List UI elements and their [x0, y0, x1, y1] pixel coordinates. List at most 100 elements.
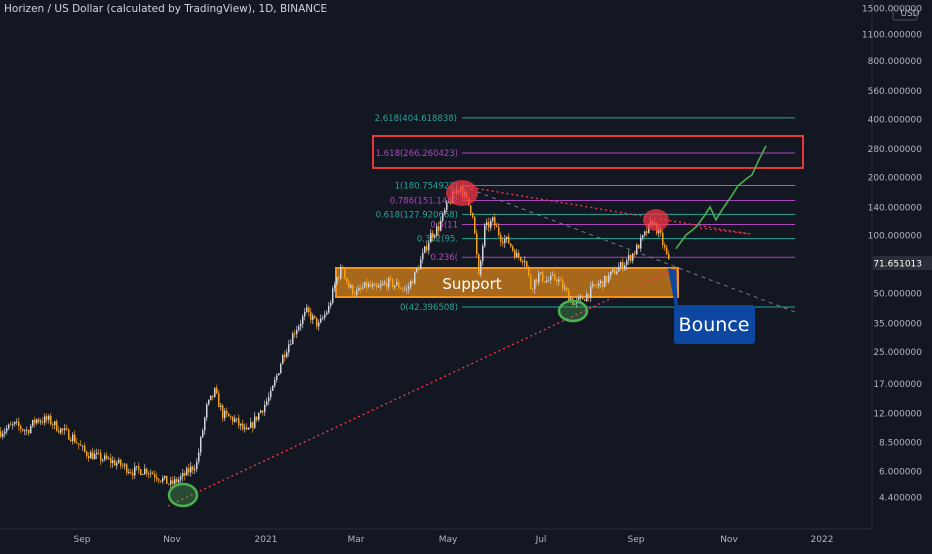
candle — [606, 275, 608, 285]
candle-body — [542, 272, 544, 282]
candle-body — [266, 401, 268, 405]
candle-body — [102, 459, 104, 461]
candle — [284, 350, 286, 362]
candle-body — [136, 466, 138, 467]
candle — [176, 477, 178, 485]
candle-body — [238, 418, 240, 426]
candle — [206, 402, 208, 422]
candle-body — [184, 473, 186, 476]
candle — [486, 218, 488, 231]
candle-body — [304, 311, 306, 317]
candle — [562, 275, 564, 293]
candle-body — [546, 280, 548, 283]
candle — [200, 435, 202, 457]
candle-body — [428, 242, 430, 251]
candle — [234, 414, 236, 423]
candle — [360, 284, 362, 294]
candle-body — [396, 282, 398, 286]
candle — [622, 257, 624, 273]
candle-body — [78, 443, 80, 445]
candle-body — [544, 281, 546, 283]
candle-body — [592, 284, 594, 287]
candle-body — [188, 468, 190, 473]
candle-body — [10, 424, 12, 426]
candle-body — [224, 410, 226, 419]
x-tick-label: May — [439, 535, 458, 545]
candle — [226, 407, 228, 418]
candle — [400, 286, 402, 290]
candle-body — [272, 385, 274, 391]
candle — [42, 416, 44, 425]
candle — [144, 464, 146, 476]
candle-body — [218, 393, 220, 408]
candle — [38, 417, 40, 424]
candle-body — [644, 231, 646, 236]
candle-body — [664, 244, 666, 248]
fib-level-label: 0(42.396508) — [400, 303, 458, 313]
candle-body — [48, 415, 50, 420]
candle-body — [108, 458, 110, 460]
candle — [614, 266, 616, 275]
candle — [240, 423, 242, 431]
candle — [128, 468, 130, 475]
candle-body — [24, 430, 26, 432]
candle-body — [590, 286, 592, 298]
candle-body — [280, 364, 282, 374]
candle — [354, 290, 356, 298]
candle — [540, 271, 542, 275]
candle — [68, 428, 70, 441]
fib-level-label: 1.618(266.260423) — [376, 149, 458, 159]
candle — [388, 276, 390, 291]
candle-body — [540, 272, 542, 274]
candle — [236, 418, 238, 423]
y-tick-label: 800.000000 — [868, 57, 923, 67]
candle-body — [138, 466, 140, 470]
candle-body — [74, 434, 76, 443]
candle-body — [556, 279, 558, 282]
y-tick-label: 140.000000 — [868, 203, 923, 213]
candle — [0, 427, 2, 439]
y-tick-label: 25.000000 — [873, 348, 922, 358]
candle-body — [88, 455, 90, 459]
y-tick-label: 400.000000 — [868, 115, 923, 125]
candle — [230, 415, 232, 421]
candle — [564, 283, 566, 291]
candle-body — [282, 354, 284, 365]
candle-body — [124, 464, 126, 466]
candle-body — [610, 271, 612, 276]
candle — [436, 223, 438, 239]
candle-body — [22, 429, 24, 431]
candle — [664, 242, 666, 251]
candle — [584, 298, 586, 302]
fib-level-label: 0.236( — [430, 253, 458, 263]
candle — [628, 250, 630, 265]
candle-body — [240, 423, 242, 426]
candle-body — [580, 296, 582, 298]
candle — [16, 418, 18, 426]
candle — [620, 260, 622, 271]
candle-body — [12, 424, 14, 425]
candle-body — [442, 213, 444, 221]
candle-body — [156, 477, 158, 480]
candle — [222, 403, 224, 422]
candle — [428, 239, 430, 255]
candle-body — [208, 399, 210, 405]
candle — [102, 458, 104, 463]
candle-body — [604, 276, 606, 287]
candle-body — [166, 475, 168, 484]
candle-body — [356, 290, 358, 295]
candle — [142, 473, 144, 476]
candle — [84, 442, 86, 453]
candle — [286, 348, 288, 359]
candle-body — [366, 281, 368, 288]
candle — [610, 271, 612, 280]
candle — [266, 397, 268, 407]
candle — [188, 463, 190, 477]
candle-body — [72, 434, 74, 441]
candle-body — [618, 267, 620, 272]
candle-body — [68, 429, 70, 440]
candle-body — [20, 426, 22, 430]
candle — [598, 280, 600, 289]
candle — [30, 424, 32, 434]
